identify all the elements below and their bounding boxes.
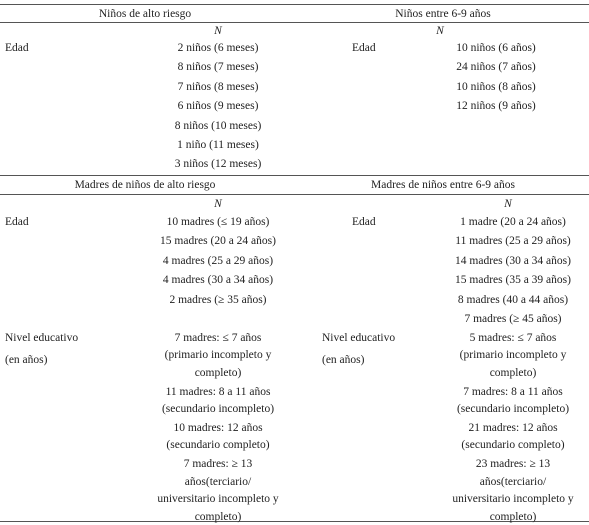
cell: (secundario completo) — [461, 439, 565, 452]
cell: 8 niños (10 meses) — [174, 119, 262, 132]
n-label: N — [214, 25, 222, 37]
cell: completo) — [194, 366, 242, 379]
cell: universitario incompleto y — [157, 493, 279, 506]
cell: (secundario incompleto) — [456, 403, 570, 416]
column-header: Madres de niños entre 6-9 años — [370, 179, 516, 191]
cell: 15 madres (20 a 24 años) — [160, 235, 276, 248]
row-label: Nivel educativo — [322, 332, 396, 344]
row-label: Edad — [5, 42, 29, 54]
rule — [0, 521, 589, 522]
n-label: N — [436, 25, 444, 37]
cell: 7 madres: 8 a 11 años — [463, 385, 563, 398]
n-label: N — [214, 198, 222, 210]
row-label: (en años) — [5, 354, 48, 366]
cell: (primario incompleto y — [459, 349, 567, 362]
cell: 6 niños (9 meses) — [177, 100, 259, 113]
cell: años(terciario/ — [479, 475, 547, 488]
cell: 7 madres (≥ 45 años) — [464, 313, 562, 325]
cell: 7 madres: ≥ 13 — [183, 458, 253, 471]
cell: 4 madres (25 a 29 años) — [162, 254, 274, 267]
cell: completo) — [194, 510, 242, 523]
cell: (secundario incompleto) — [161, 403, 275, 416]
cell: 7 niños (8 meses) — [177, 80, 259, 93]
cell: 12 niños (9 años) — [456, 100, 536, 113]
row-label: Nivel educativo — [5, 332, 79, 344]
cell: 4 madres (30 a 34 años) — [162, 274, 274, 287]
n-label: N — [504, 198, 512, 210]
cell: 11 madres: 8 a 11 años — [165, 385, 271, 398]
row-label: (en años) — [322, 354, 365, 366]
cell: 8 madres (40 a 44 años) — [457, 293, 569, 306]
cell: 23 madres: ≥ 13 — [475, 458, 551, 471]
cell: años(terciario/ — [184, 475, 252, 488]
cell: completo) — [489, 366, 537, 379]
cell: 3 niños (12 meses) — [174, 158, 262, 171]
cell: 11 madres (25 a 29 años) — [455, 235, 571, 248]
cell: 21 madres: 12 años — [468, 422, 558, 434]
rule — [0, 4, 589, 5]
cell: 10 niños (8 años) — [456, 80, 536, 93]
cell: 10 madres (≤ 19 años) — [166, 216, 270, 228]
cell: 1 madre (20 a 24 años) — [460, 216, 566, 228]
rule — [0, 175, 589, 176]
cell: 24 niños (7 años) — [456, 61, 536, 74]
cell: (primario incompleto y — [164, 349, 272, 362]
column-header: Niños de alto riesgo — [98, 8, 192, 20]
cell: 14 madres (30 a 34 años) — [455, 254, 571, 267]
rule — [0, 22, 589, 23]
cell: 8 niños (7 meses) — [177, 61, 259, 74]
column-header: Niños entre 6-9 años — [395, 8, 491, 20]
row-label: Edad — [5, 216, 29, 228]
row-label: Edad — [352, 42, 376, 54]
cell: 10 madres: 12 años — [173, 422, 263, 434]
cell: universitario incompleto y — [452, 493, 574, 506]
cell: 5 madres: ≤ 7 años — [469, 332, 557, 344]
cell: 10 niños (6 años) — [456, 42, 536, 54]
cell: (secundario completo) — [166, 439, 270, 452]
rule — [0, 194, 589, 195]
cell: 1 niño (11 meses) — [177, 139, 259, 151]
row-label: Edad — [352, 216, 376, 228]
cell: 15 madres (35 a 39 años) — [455, 274, 571, 287]
cell: 7 madres: ≤ 7 años — [174, 332, 262, 344]
column-header: Madres de niños de alto riesgo — [74, 179, 216, 191]
cell: 2 niños (6 meses) — [177, 42, 259, 54]
cell: completo) — [489, 510, 537, 523]
cell: 2 madres (≥ 35 años) — [169, 293, 267, 306]
